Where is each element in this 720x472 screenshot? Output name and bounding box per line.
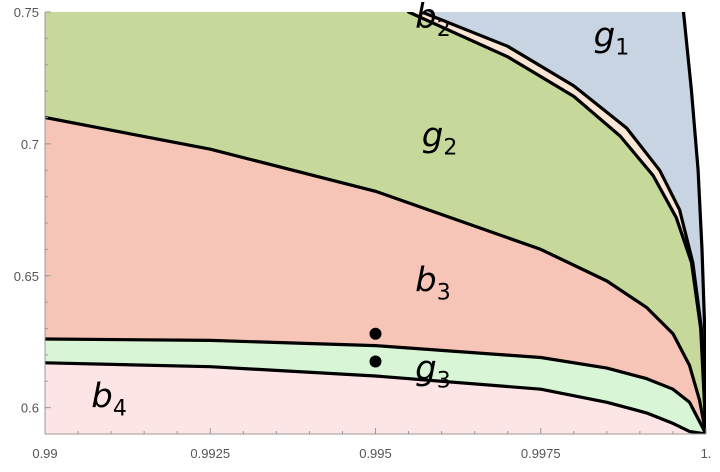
- region-g3: [45, 339, 706, 434]
- region-label-b2: b2: [415, 0, 451, 42]
- y-tick-label: 0.65: [14, 269, 39, 284]
- y-tick-label: 0.75: [14, 5, 39, 20]
- region-label-subscript: 3: [437, 281, 451, 306]
- y-tick-label: 0.7: [21, 137, 39, 152]
- region-label-g1: g1: [594, 15, 630, 60]
- region-label-base: g: [422, 116, 444, 156]
- region-label-b4: b4: [91, 377, 127, 422]
- region-label-base: b: [415, 261, 437, 301]
- curve-g3-lower-boundary: [45, 361, 706, 434]
- curve-g1-boundary: [681, 12, 706, 434]
- region-label-subscript: 4: [113, 397, 127, 422]
- region-outside: [683, 12, 706, 434]
- region-label-subscript: 3: [437, 368, 451, 393]
- region-label-base: b: [91, 377, 113, 417]
- x-tick-label: 0.995: [359, 446, 392, 461]
- region-label-subscript: 2: [443, 136, 457, 161]
- x-tick-label: 1.: [701, 446, 712, 461]
- region-label-base: b: [415, 0, 437, 37]
- curve-g2-lower-boundary: [45, 115, 706, 434]
- boundary-curves: [45, 12, 706, 434]
- x-tick-label: 0.9925: [190, 446, 230, 461]
- region-label-g3: g3: [415, 348, 451, 393]
- curve-b2-lower-boundary: [407, 12, 706, 434]
- curve-g3-upper-boundary: [45, 337, 706, 434]
- region-label-base: g: [415, 348, 437, 388]
- region-label-b3: b3: [415, 261, 451, 306]
- data-point: [369, 355, 382, 368]
- axes: 0.99 0.9925 0.995 0.9975 1. 0.6 0.65 0.7 0.75: [14, 5, 712, 461]
- plot-regions: [45, 12, 706, 434]
- x-tick-label: 0.9975: [521, 446, 561, 461]
- region-label-base: g: [594, 15, 616, 55]
- region-label-subscript: 1: [615, 35, 629, 60]
- region-g1: [421, 12, 706, 434]
- y-tick-label: 0.6: [21, 401, 39, 416]
- data-points: [369, 327, 382, 368]
- region-label-subscript: 2: [437, 17, 451, 42]
- region-g2: [45, 12, 706, 434]
- data-point: [369, 327, 382, 340]
- x-tick-label: 0.99: [32, 446, 57, 461]
- region-label-g2: g2: [422, 116, 458, 161]
